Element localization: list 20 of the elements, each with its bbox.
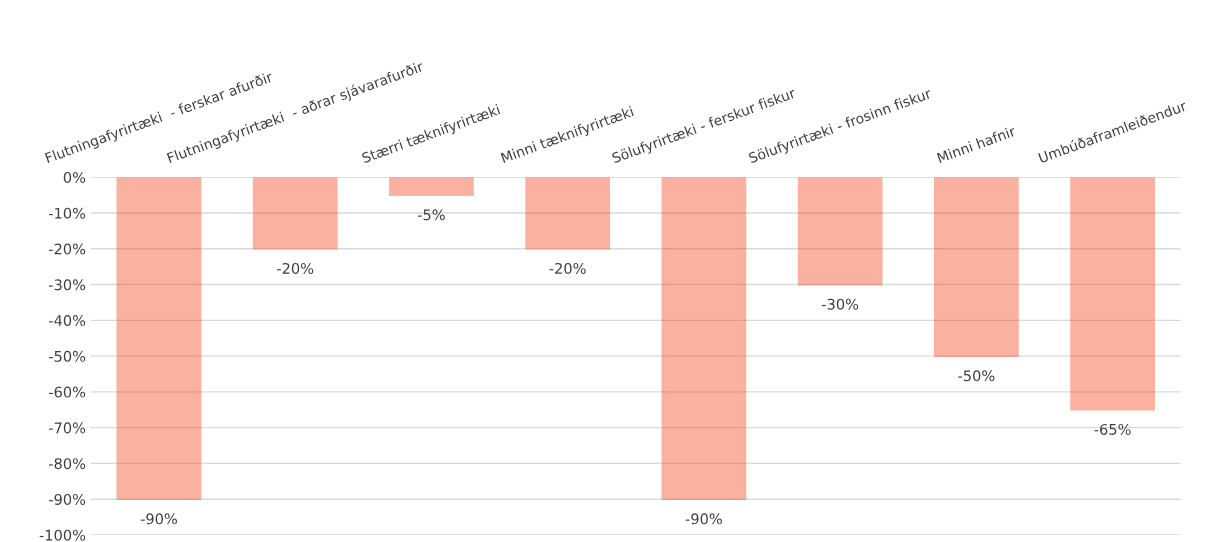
- data-label: -5%: [417, 209, 445, 221]
- data-label: -20%: [549, 262, 586, 274]
- data-label: -65%: [1094, 423, 1131, 435]
- x-tick-label: Minni hafnir: [936, 125, 1017, 164]
- y-tick-label: -10%: [49, 207, 86, 219]
- y-tick-label: -40%: [49, 315, 86, 327]
- y-tick-label: 0%: [63, 171, 86, 183]
- y-tick-label: -90%: [49, 493, 86, 505]
- data-label: -90%: [685, 513, 722, 525]
- y-tick-label: -30%: [49, 279, 86, 291]
- y-tick-label: -100%: [39, 529, 86, 541]
- y-tick-label: -50%: [49, 350, 86, 362]
- y-tick-label: -20%: [49, 243, 86, 255]
- data-label: -30%: [822, 298, 859, 310]
- y-tick-label: -70%: [49, 422, 86, 434]
- data-label: -90%: [140, 513, 177, 525]
- y-tick-label: -60%: [49, 386, 86, 398]
- data-label: -50%: [958, 370, 995, 382]
- data-label: -20%: [277, 262, 314, 274]
- y-tick-label: -80%: [49, 458, 86, 470]
